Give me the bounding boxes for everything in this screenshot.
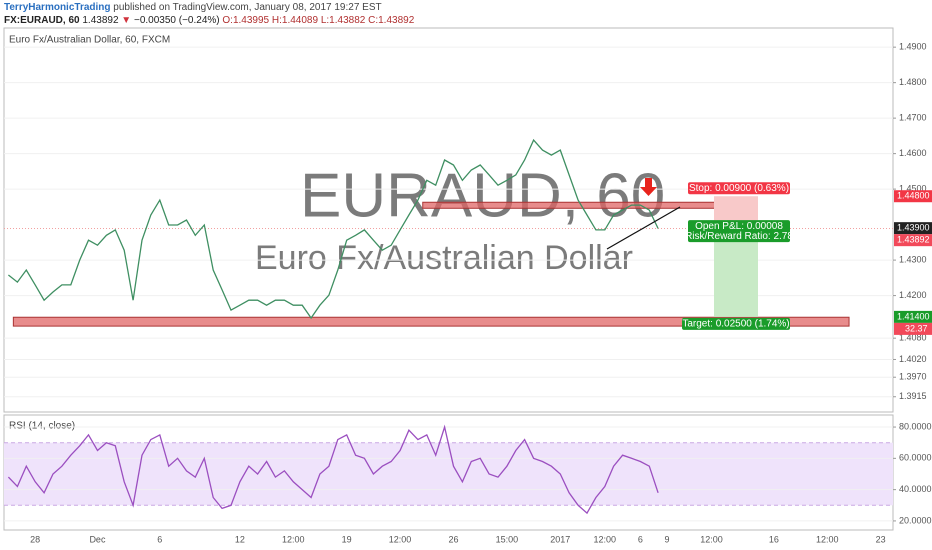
header-line-1: TerryHarmonicTrading published on Tradin… — [4, 2, 382, 13]
stop-label-box — [688, 182, 790, 195]
high: H:1.44089 — [272, 15, 319, 26]
published: published on TradingView.com, January 08… — [113, 2, 381, 13]
x-tick-label: 28 — [30, 534, 40, 544]
plot-layer: 1.4900 1.4800 1.4700 1.4600 1.4500 1.4300 1.42… — [4, 42, 932, 544]
y-tick-label: 1.4500 — [899, 183, 927, 193]
rsi-band — [4, 442, 893, 506]
rsi-last-label: 32.37 — [905, 323, 928, 333]
y-tick-label: 1.4080 — [899, 333, 927, 343]
close: C:1.43892 — [368, 15, 415, 26]
y-tick-label: 1.4800 — [899, 77, 927, 87]
y-tick-label: 1.3970 — [899, 372, 927, 382]
last: 1.43892 — [82, 15, 119, 26]
rsi-title: RSI (14, close) — [9, 421, 75, 432]
x-tick-label: 16 — [769, 534, 779, 544]
y-tick-label: 1.4600 — [899, 148, 927, 158]
target-zone — [714, 228, 758, 317]
price-badge-label: 1.41400 — [897, 311, 930, 321]
x-tick-label: 19 — [342, 534, 352, 544]
watermark-sub: Euro Fx/Australian Dollar — [255, 239, 633, 277]
pane-title: Euro Fx/Australian Dollar, 60, FXCM — [9, 35, 170, 46]
target-label-box — [682, 317, 790, 330]
header-line-2: FX:EURAUD, 60 1.43892 ▼ −0.00350 (−0.24%… — [4, 15, 415, 26]
series-line — [7, 424, 659, 515]
x-tick-label: 26 — [448, 534, 458, 544]
author: TerryHarmonicTrading — [4, 2, 111, 13]
x-tick-label: 23 — [876, 534, 886, 544]
x-tick-label: 12:00 — [282, 534, 305, 544]
price-badge-label: 1.43900 — [897, 223, 930, 233]
low: L:1.43882 — [321, 15, 366, 26]
x-tick-label: 12:00 — [700, 534, 723, 544]
target-label: Target: 0.02500 (1.74%) — [682, 319, 789, 330]
x-tick-label: Dec — [89, 534, 106, 544]
x-tick-label: 2017 — [550, 534, 570, 544]
watermark: EURAUD, 60 — [300, 161, 665, 230]
change: −0.00350 (−0.24%) — [134, 15, 220, 26]
price-pane — [3, 27, 894, 413]
y-tick-label: 20.0000 — [899, 515, 932, 525]
trend-line — [606, 206, 681, 250]
y-tick-label: 1.4300 — [899, 254, 927, 264]
x-tick-label: 15:00 — [496, 534, 519, 544]
pnl-label: Open P&L: 0.00008 — [695, 221, 783, 232]
rsi-last-badge — [894, 322, 932, 335]
zone — [422, 201, 717, 209]
stop-label: Stop: 0.00900 (0.63%) — [689, 183, 789, 194]
x-tick-label: 9 — [665, 534, 670, 544]
x-tick-label: 6 — [638, 534, 643, 544]
pnl-label-box — [688, 220, 790, 243]
y-tick-label: 1.4020 — [899, 354, 927, 364]
x-tick-label: 6 — [157, 534, 162, 544]
y-tick-label: 1.3915 — [899, 391, 927, 401]
y-tick-label: 1.4700 — [899, 113, 927, 123]
pnl-label: Risk/Reward Ratio: 2.78 — [685, 231, 793, 242]
x-tick-label: 12:00 — [816, 534, 839, 544]
x-tick-label: 12 — [235, 534, 245, 544]
y-tick-label: 60.0000 — [899, 453, 932, 463]
arrow: ▼ — [121, 15, 131, 26]
price-badge — [894, 222, 932, 235]
price-badge — [894, 234, 932, 247]
y-tick-label: 1.4900 — [899, 42, 927, 52]
price-badge — [894, 310, 932, 323]
down-arrow — [640, 178, 657, 196]
zone — [12, 316, 850, 327]
open: O:1.43995 — [222, 15, 269, 26]
y-tick-label: 40.0000 — [899, 484, 932, 494]
price-badge-label: 1.44800 — [897, 191, 930, 201]
x-tick-label: 12:00 — [593, 534, 616, 544]
y-tick-label: 1.4200 — [899, 290, 927, 300]
y-tick-label: 80.0000 — [899, 421, 932, 431]
series-line — [7, 138, 659, 320]
price-badge — [894, 190, 932, 203]
x-tick-label: 12:00 — [389, 534, 412, 544]
price-badge-label: 1.43892 — [897, 235, 930, 245]
symbol: FX:EURAUD, 60 — [4, 15, 80, 26]
